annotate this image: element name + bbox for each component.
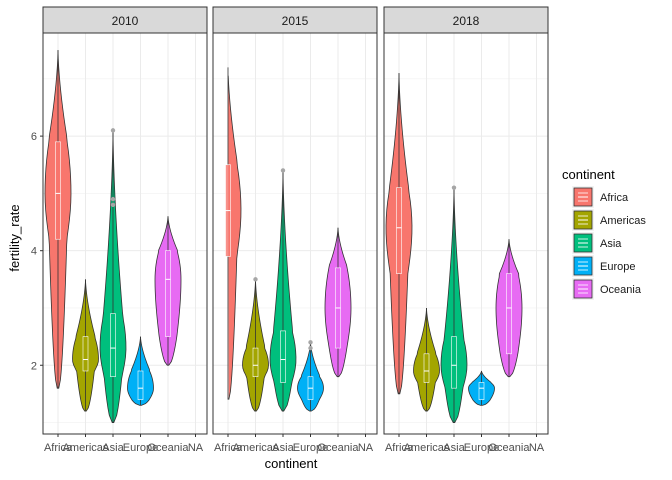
violin-asia-2018 xyxy=(440,185,468,423)
violin-shape xyxy=(227,75,242,400)
facet-strip-label: 2018 xyxy=(453,14,480,28)
box xyxy=(82,336,89,372)
y-tick-label: 4 xyxy=(31,246,37,258)
x-tick-label: Oceania xyxy=(148,442,190,454)
x-tick-label: Europe xyxy=(464,442,499,454)
x-tick-label: Africa xyxy=(214,442,243,454)
x-tick-label: Europe xyxy=(123,442,158,454)
violin-americas-2018 xyxy=(413,307,440,412)
violin-europe-2015 xyxy=(297,340,324,412)
box xyxy=(451,336,457,389)
facet-strip-label: 2010 xyxy=(112,14,139,28)
outlier-point xyxy=(110,202,116,208)
x-axis-title: continent xyxy=(265,456,318,471)
violin-europe-2010 xyxy=(127,336,154,406)
x-tick-label: Asia xyxy=(443,442,465,454)
outlier-point xyxy=(308,340,313,345)
x-tick-label: Europe xyxy=(293,442,328,454)
violin-asia-2010 xyxy=(99,128,127,423)
legend-entry-oceania: Oceania xyxy=(572,278,642,300)
outlier-point xyxy=(110,128,116,133)
panel-border xyxy=(42,32,208,435)
facet-strip-label: 2015 xyxy=(282,14,309,28)
legend-title: continent xyxy=(562,167,615,182)
violin-oceania-2010 xyxy=(154,216,182,366)
x-tick-label: Africa xyxy=(44,442,73,454)
facet-strip xyxy=(42,6,208,34)
legend-label: Oceania xyxy=(600,284,642,296)
y-axis: 2 4 6 xyxy=(31,131,43,372)
legend-label: Africa xyxy=(600,192,629,204)
x-tick-label: Asia xyxy=(272,442,294,454)
box xyxy=(423,353,430,383)
x-tick-label: Americas xyxy=(404,442,450,454)
box xyxy=(280,330,286,383)
x-tick-label: Asia xyxy=(102,442,124,454)
outlier-point xyxy=(451,185,457,190)
outlier-point xyxy=(253,277,258,282)
outlier-point xyxy=(308,345,313,351)
box xyxy=(137,370,144,400)
box xyxy=(55,141,61,240)
box xyxy=(165,250,171,337)
x-tick-label: Africa xyxy=(385,442,414,454)
panel-border xyxy=(212,32,378,435)
box xyxy=(506,273,512,355)
violin-oceania-2015 xyxy=(324,227,352,378)
violin-africa-2015 xyxy=(225,67,242,400)
x-tick-label: Americas xyxy=(63,442,109,454)
legend: continent Africa Americas Asia Europe Oceani… xyxy=(562,167,646,300)
box xyxy=(252,347,259,378)
violin-americas-2010 xyxy=(72,279,99,412)
legend-entry-africa: Africa xyxy=(572,186,629,208)
box xyxy=(396,187,402,274)
outlier-point xyxy=(280,168,286,173)
legend-entry-europe: Europe xyxy=(572,255,635,277)
y-axis-title: fertility_rate xyxy=(7,204,22,271)
x-tick-label: Oceania xyxy=(489,442,531,454)
x-tick-label: Oceania xyxy=(318,442,360,454)
panel-background xyxy=(43,33,207,434)
y-tick-label: 2 xyxy=(31,360,37,372)
violin-africa-2010 xyxy=(44,50,72,389)
violin-americas-2015 xyxy=(242,277,269,412)
violin-oceania-2018 xyxy=(495,239,523,378)
legend-label: Europe xyxy=(600,261,635,273)
x-tick-label: NA xyxy=(358,442,374,454)
outlier-point xyxy=(110,196,116,202)
y-tick-label: 6 xyxy=(31,131,37,143)
box xyxy=(478,382,485,400)
x-tick-label: NA xyxy=(529,442,545,454)
violin-africa-2018 xyxy=(385,73,413,395)
x-tick-label: NA xyxy=(188,442,204,454)
legend-label: Americas xyxy=(600,215,646,227)
legend-entry-americas: Americas xyxy=(572,209,646,231)
legend-label: Asia xyxy=(600,238,622,250)
violin-europe-2018 xyxy=(468,370,495,406)
legend-entry-asia: Asia xyxy=(572,232,622,254)
facet-strip xyxy=(383,6,549,34)
panel-border xyxy=(383,32,549,435)
x-tick-label: Americas xyxy=(233,442,279,454)
violin-asia-2015 xyxy=(269,168,297,412)
box xyxy=(110,313,116,378)
facet-strip xyxy=(212,6,378,34)
